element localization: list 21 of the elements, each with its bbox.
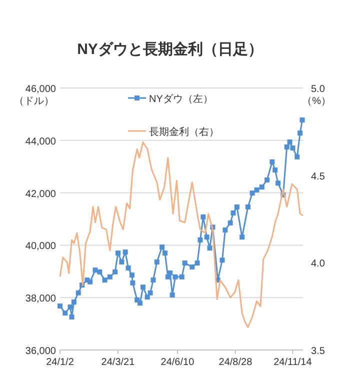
y2-axis-title: （%） [302, 96, 331, 107]
x-tick-label: 24/8/28 [218, 357, 253, 368]
legend-label: NYダウ（左） [149, 93, 213, 105]
legend-label: 長期金利（右） [149, 126, 219, 138]
y-tick-label: 40,000 [25, 241, 56, 252]
y2-tick-label: 4.5 [311, 171, 326, 182]
x-tick-label: 24/6/10 [160, 357, 195, 368]
y-tick-label: 44,000 [25, 136, 56, 148]
y-tick-label: 46,000 [25, 84, 56, 95]
chart-title: NYダウと長期金利（日足） [77, 41, 263, 58]
y2-tick-label: 4.0 [311, 258, 326, 270]
x-tick-label: 24/3/21 [101, 357, 136, 368]
y2-tick-label: 3.5 [311, 346, 326, 357]
y-axis-title: （ドル） [14, 96, 54, 107]
y-tick-label: 38,000 [25, 294, 56, 305]
x-tick-label: 24/11/14 [274, 357, 312, 368]
y-tick-label: 42,000 [25, 188, 56, 200]
y-tick-label: 36,000 [25, 346, 56, 357]
y2-tick-label: 5.0 [311, 84, 326, 95]
line-series [59, 141, 304, 328]
x-tick-label: 24/1/2 [46, 357, 74, 368]
